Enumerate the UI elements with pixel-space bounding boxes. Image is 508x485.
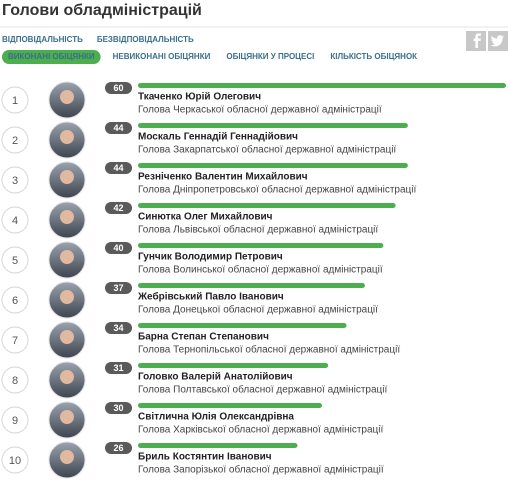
count-badge [105,402,132,414]
name[interactable]: Світлична Юлія Олександрівна [138,412,294,423]
name[interactable]: Резніченко Валентин Михайлович [138,172,308,183]
position: Голова Донецької обласної державної адмі… [138,304,378,316]
rank-circle [1,446,29,474]
count: 37 [113,283,123,293]
name[interactable]: Гунчик Володимир Петрович [138,252,283,263]
tab[interactable]: ВИКОНАНІ ОБІЦЯНКИ [8,52,95,61]
photo-face [60,210,74,224]
rank: 2 [12,135,18,147]
tab[interactable]: КІЛЬКІСТЬ ОБІЦЯНОК [330,52,417,61]
name[interactable]: Бриль Костянтин Іванович [138,452,272,463]
position: Голова Черкаської обласної державної адм… [138,104,382,116]
photo-face [60,130,74,144]
count-badge [105,322,132,334]
photo-face [60,410,74,424]
tab[interactable]: НЕВИКОНАНІ ОБІЦЯНКИ [113,52,211,61]
position: Голова Тернопільської обласної державної… [138,344,400,356]
tab[interactable]: БЕЗВІДПОВІДАЛЬНІСТЬ [97,35,194,44]
rank: 5 [12,255,18,267]
rank: 4 [12,215,18,227]
name[interactable]: Ткаченко Юрій Олегович [138,92,261,103]
name[interactable]: Барна Степан Степанович [138,332,269,343]
name[interactable]: Синютка Олег Михайлович [138,212,273,223]
position: Голова Волинської обласної державної адм… [138,264,383,276]
position: Голова Полтавської обласної державної ад… [138,384,387,396]
name[interactable]: Головко Валерій Анатолійович [138,372,293,383]
name[interactable]: Москаль Геннадій Геннадійович [138,132,298,143]
bar [138,203,396,208]
tab[interactable]: ВІДПОВІДАЛЬНІСТЬ [2,35,83,44]
count: 60 [113,83,123,93]
twitter-icon [490,35,504,47]
rank: 3 [12,175,18,187]
count-badge [105,282,132,294]
count-badge [105,362,132,374]
rank-circle [1,166,29,194]
facebook-icon [473,33,481,48]
rank-circle [1,326,29,354]
photo-face [60,290,74,304]
rank-circle [1,126,29,154]
bar [138,123,408,128]
rank-circle [1,206,29,234]
rank: 7 [12,335,18,347]
photo-face [60,170,74,184]
count: 34 [113,323,123,333]
bar [138,443,298,448]
rank: 10 [9,455,21,467]
count-badge [105,202,132,214]
count-badge [105,442,132,454]
bar [138,243,384,248]
active-tab [2,50,101,64]
count-badge [105,82,132,94]
count: 40 [113,243,123,253]
count: 26 [113,443,123,453]
bar [138,323,347,328]
count: 31 [113,363,123,373]
count-badge [105,162,132,174]
bar [138,283,365,288]
position: Голова Дніпропетровської обласної держав… [138,184,416,196]
rank-circle [1,406,29,434]
rank: 9 [12,415,18,427]
bar [138,163,408,168]
photo-face [60,370,74,384]
count: 44 [113,163,123,173]
position: Голова Запорізької обласної державної ад… [138,464,384,476]
rank: 6 [12,295,18,307]
rank-circle [1,366,29,394]
page-title: Голови обладміністрацій [2,2,202,19]
bar [138,403,322,408]
position: Голова Харківської обласної державної ад… [138,424,383,436]
count: 44 [113,123,123,133]
name[interactable]: Жебрівський Павло Іванович [137,291,284,303]
rank: 1 [12,95,18,107]
photo-face [60,90,74,104]
bar [138,83,506,88]
rank-circle [1,86,29,114]
count-badge [105,242,132,254]
position: Голова Закарпатської обласної державної … [138,144,396,156]
bar [138,363,329,368]
tab[interactable]: ОБІЦЯНКИ У ПРОЦЕСІ [226,52,314,61]
count: 30 [113,403,123,413]
photo-face [60,330,74,344]
photo-face [60,450,74,464]
count-badge [105,122,132,134]
rank: 8 [12,375,18,387]
photo-face [60,250,74,264]
rank-circle [1,286,29,314]
count: 42 [113,203,123,213]
rank-circle [1,246,29,274]
position: Голова Львівської обласної державної адм… [138,224,378,236]
